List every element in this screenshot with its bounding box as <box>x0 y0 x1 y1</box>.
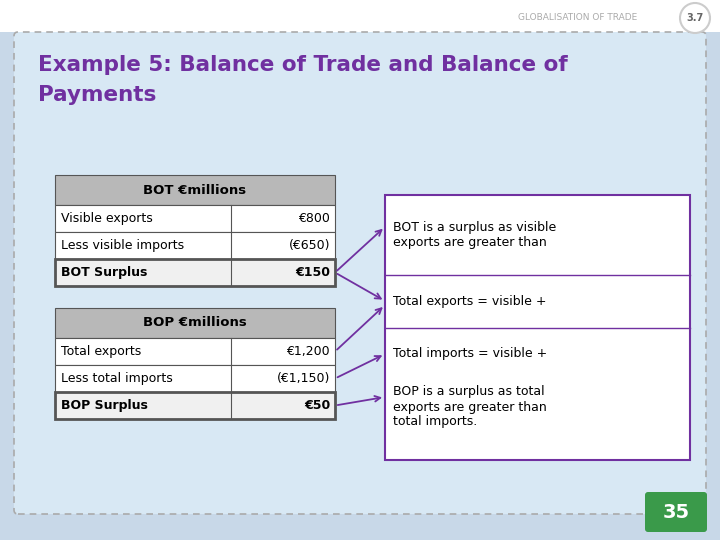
Text: Visible exports: Visible exports <box>61 212 153 225</box>
Bar <box>55 232 335 259</box>
Bar <box>55 365 335 392</box>
Bar <box>55 308 335 338</box>
Text: BOP Surplus: BOP Surplus <box>61 399 148 412</box>
Text: Example 5: Balance of Trade and Balance of: Example 5: Balance of Trade and Balance … <box>38 55 568 75</box>
Text: 3.7: 3.7 <box>686 13 703 23</box>
FancyBboxPatch shape <box>645 492 707 532</box>
Text: 35: 35 <box>662 503 690 522</box>
Bar <box>0 0 720 32</box>
Text: BOT Surplus: BOT Surplus <box>61 266 148 279</box>
Text: (€1,150): (€1,150) <box>276 372 330 385</box>
Text: Total imports = visible +: Total imports = visible + <box>393 348 547 361</box>
Text: (€650): (€650) <box>289 239 330 252</box>
Bar <box>55 259 335 286</box>
Text: BOT is a surplus as visible
exports are greater than: BOT is a surplus as visible exports are … <box>393 221 557 249</box>
FancyBboxPatch shape <box>14 32 706 514</box>
Bar <box>55 338 335 365</box>
Circle shape <box>680 3 710 33</box>
Text: Less visible imports: Less visible imports <box>61 239 184 252</box>
Text: Payments: Payments <box>38 85 156 105</box>
Text: €800: €800 <box>298 212 330 225</box>
Text: Total exports = visible +: Total exports = visible + <box>393 294 546 307</box>
Bar <box>385 195 690 460</box>
Text: BOP €millions: BOP €millions <box>143 316 247 329</box>
Text: GLOBALISATION OF TRADE: GLOBALISATION OF TRADE <box>518 14 637 23</box>
Text: BOT €millions: BOT €millions <box>143 184 246 197</box>
Text: €1,200: €1,200 <box>287 345 330 358</box>
Text: Total exports: Total exports <box>61 345 141 358</box>
Text: BOP is a surplus as total
exports are greater than
total imports.: BOP is a surplus as total exports are gr… <box>393 386 546 429</box>
Text: Less total imports: Less total imports <box>61 372 173 385</box>
Bar <box>55 392 335 419</box>
Text: €150: €150 <box>295 266 330 279</box>
Bar <box>55 205 335 232</box>
Text: €50: €50 <box>304 399 330 412</box>
Bar <box>55 175 335 205</box>
